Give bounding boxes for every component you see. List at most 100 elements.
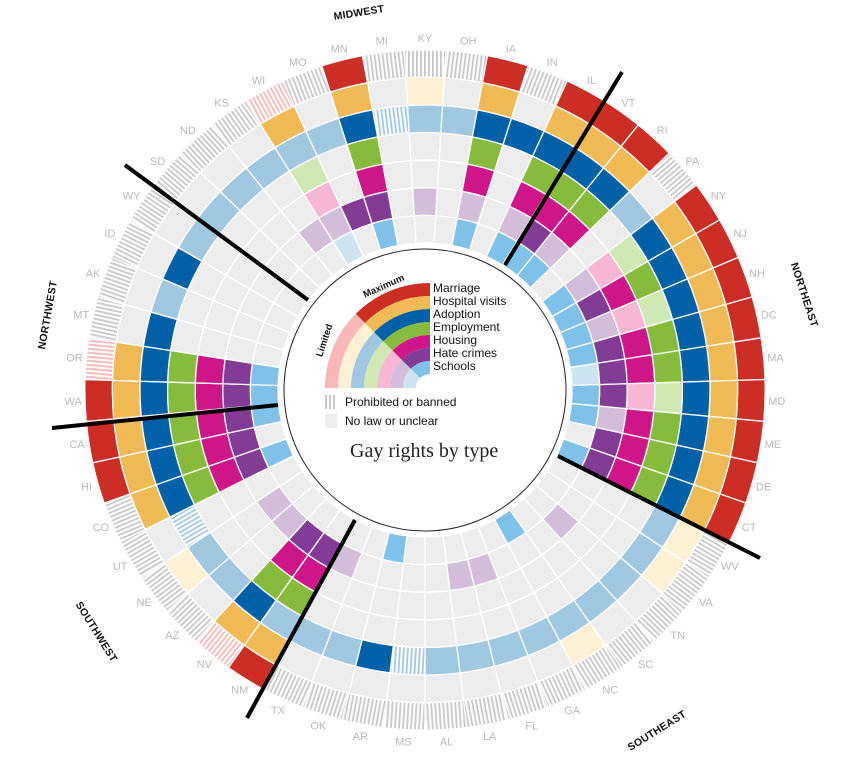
legend-arc-housing-full (392, 335, 430, 360)
state-label-la: LA (483, 731, 497, 743)
state-label-ga: GA (564, 705, 581, 717)
region-dividers (51, 70, 761, 719)
legend-banned-swatch (325, 395, 337, 409)
state-label-ak: AK (86, 268, 101, 280)
state-label-az: AZ (165, 630, 179, 642)
state-label-me: ME (765, 439, 782, 451)
cell-wa-adoption (139, 380, 170, 418)
cell-ma-employment (651, 349, 683, 384)
legend-arc-marriage-full (355, 283, 430, 323)
cell-wa-marriage (84, 378, 115, 423)
legend-arc-hate-crimes-limited (390, 359, 411, 388)
state-label-ks: KS (214, 98, 229, 110)
state-label-wa: WA (65, 396, 83, 408)
cell-md-marriage (735, 378, 766, 423)
state-label-pa: PA (685, 156, 700, 168)
legend-item-hospital-visits: Hospital visits (433, 294, 507, 308)
state-label-nc: NC (602, 684, 618, 696)
legend-arc-schools-limited (403, 368, 421, 388)
cell-mi-employment (376, 132, 412, 165)
legend-arc-adoption-full (374, 309, 430, 342)
cell-md-housing (625, 382, 656, 412)
cell-oh-employment (438, 132, 474, 165)
cell-mi-hospital-visits (366, 77, 409, 111)
cell-ma-marriage (733, 337, 766, 382)
state-label-dc: DC (761, 310, 777, 322)
chart-title: Gay rights by type (350, 440, 499, 462)
cell-ms-housing (396, 589, 426, 621)
state-label-or: OR (66, 353, 83, 365)
legend-arc-schools-full (410, 361, 430, 379)
state-label-nd: ND (180, 125, 196, 137)
legend-item-hate-crimes: Hate crimes (433, 346, 498, 360)
cell-oh-hospital-visits (441, 77, 484, 111)
legend-arc-hospital-visits-limited (338, 322, 375, 388)
cell-mi-adoption (371, 104, 410, 138)
state-label-fl: FL (525, 720, 538, 732)
legend-item-housing: Housing (433, 333, 478, 347)
state-label-de: DE (756, 481, 771, 493)
state-label-mi: MI (376, 36, 388, 48)
cell-ky-marriage (403, 49, 447, 79)
cell-wa-employment (166, 381, 197, 415)
legend-arc-adoption-limited (351, 332, 384, 388)
cell-ky-employment (408, 131, 442, 162)
state-label-nv: NV (197, 659, 213, 671)
divider-southwest-southeast (245, 519, 357, 719)
cell-al-marriage (424, 699, 468, 731)
state-label-ar: AR (353, 731, 368, 743)
cell-ms-adoption (389, 644, 426, 676)
cell-al-schools (424, 535, 448, 566)
state-label-ma: MA (767, 353, 784, 365)
state-label-vt: VT (621, 98, 635, 110)
legend-item-employment: Employment (433, 320, 500, 334)
cell-mi-hate-crimes (387, 187, 415, 220)
legend-arc-marriage-limited (325, 313, 365, 388)
cell-or-employment (167, 349, 199, 384)
cell-al-hospital-visits (424, 672, 465, 704)
state-label-mo: MO (289, 57, 307, 69)
legend-arc-hospital-visits-full (364, 296, 430, 333)
state-label-nh: NH (749, 268, 765, 280)
cell-wa-hospital-visits (111, 379, 142, 420)
cell-md-employment (653, 381, 684, 415)
cell-wa-housing (194, 382, 225, 412)
legend-arc-employment-limited (364, 341, 393, 388)
state-label-ms: MS (395, 736, 412, 748)
state-label-il: IL (587, 75, 596, 87)
legend-item-marriage: Marriage (433, 281, 481, 295)
cell-ma-adoption (678, 345, 711, 383)
cell-mi-housing (382, 159, 414, 193)
cell-ma-hate-crimes (596, 358, 628, 386)
state-label-sd: SD (150, 156, 165, 168)
legend-rainbow (325, 283, 430, 388)
cell-md-schools (570, 383, 601, 407)
cell-or-housing (194, 354, 226, 385)
state-label-ca: CA (70, 439, 86, 451)
cell-md-adoption (680, 380, 711, 418)
legend-item-adoption: Adoption (433, 307, 481, 321)
state-label-wy: WY (123, 191, 141, 203)
state-label-mn: MN (331, 44, 348, 56)
state-label-oh: OH (460, 36, 477, 48)
cell-ma-schools (569, 362, 601, 387)
cell-ky-hospital-visits (405, 76, 445, 107)
divider-midwest-northwest (123, 163, 310, 302)
legend-banned-label: Prohibited or banned (345, 395, 457, 409)
state-label-ri: RI (657, 125, 668, 137)
cell-al-employment (424, 617, 458, 649)
state-label-in: IN (547, 57, 558, 69)
divider-northeast-southeast (557, 454, 761, 560)
state-label-ia: IA (506, 44, 517, 56)
cell-ms-employment (392, 617, 426, 649)
divider-midwest-northeast (503, 70, 624, 267)
cell-or-hospital-visits (111, 341, 145, 382)
cell-ma-hospital-visits (705, 341, 739, 382)
state-label-ny: NY (711, 191, 727, 203)
state-label-va: VA (699, 597, 714, 609)
state-labels: KY OH IA IN IL VT RI PA NY NJ NH DC MA MD ME DE CT WV VA TN… (65, 33, 786, 748)
state-label-mt: MT (73, 310, 89, 322)
state-label-ok: OK (310, 720, 327, 732)
legend-item-schools: Schools (433, 359, 476, 373)
